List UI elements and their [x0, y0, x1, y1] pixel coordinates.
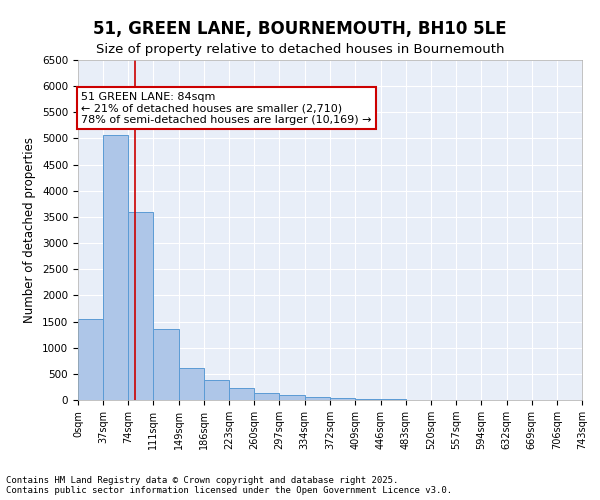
Bar [128, 212, 153, 400]
Text: 51, GREEN LANE, BOURNEMOUTH, BH10 5LE: 51, GREEN LANE, BOURNEMOUTH, BH10 5LE [93, 20, 507, 38]
Bar [229, 388, 254, 400]
Text: Size of property relative to detached houses in Bournemouth: Size of property relative to detached ho… [96, 42, 504, 56]
Bar [153, 330, 179, 400]
Bar [280, 396, 305, 400]
Y-axis label: Number of detached properties: Number of detached properties [23, 137, 37, 323]
Bar [78, 319, 103, 400]
Bar [355, 399, 380, 400]
Text: Contains HM Land Registry data © Crown copyright and database right 2025.
Contai: Contains HM Land Registry data © Crown c… [6, 476, 452, 495]
Bar [331, 398, 355, 400]
Bar [103, 134, 128, 400]
Bar [254, 393, 280, 400]
Bar [204, 380, 229, 400]
Bar [305, 397, 331, 400]
Text: 51 GREEN LANE: 84sqm
← 21% of detached houses are smaller (2,710)
78% of semi-de: 51 GREEN LANE: 84sqm ← 21% of detached h… [82, 92, 372, 125]
Bar [179, 368, 204, 400]
